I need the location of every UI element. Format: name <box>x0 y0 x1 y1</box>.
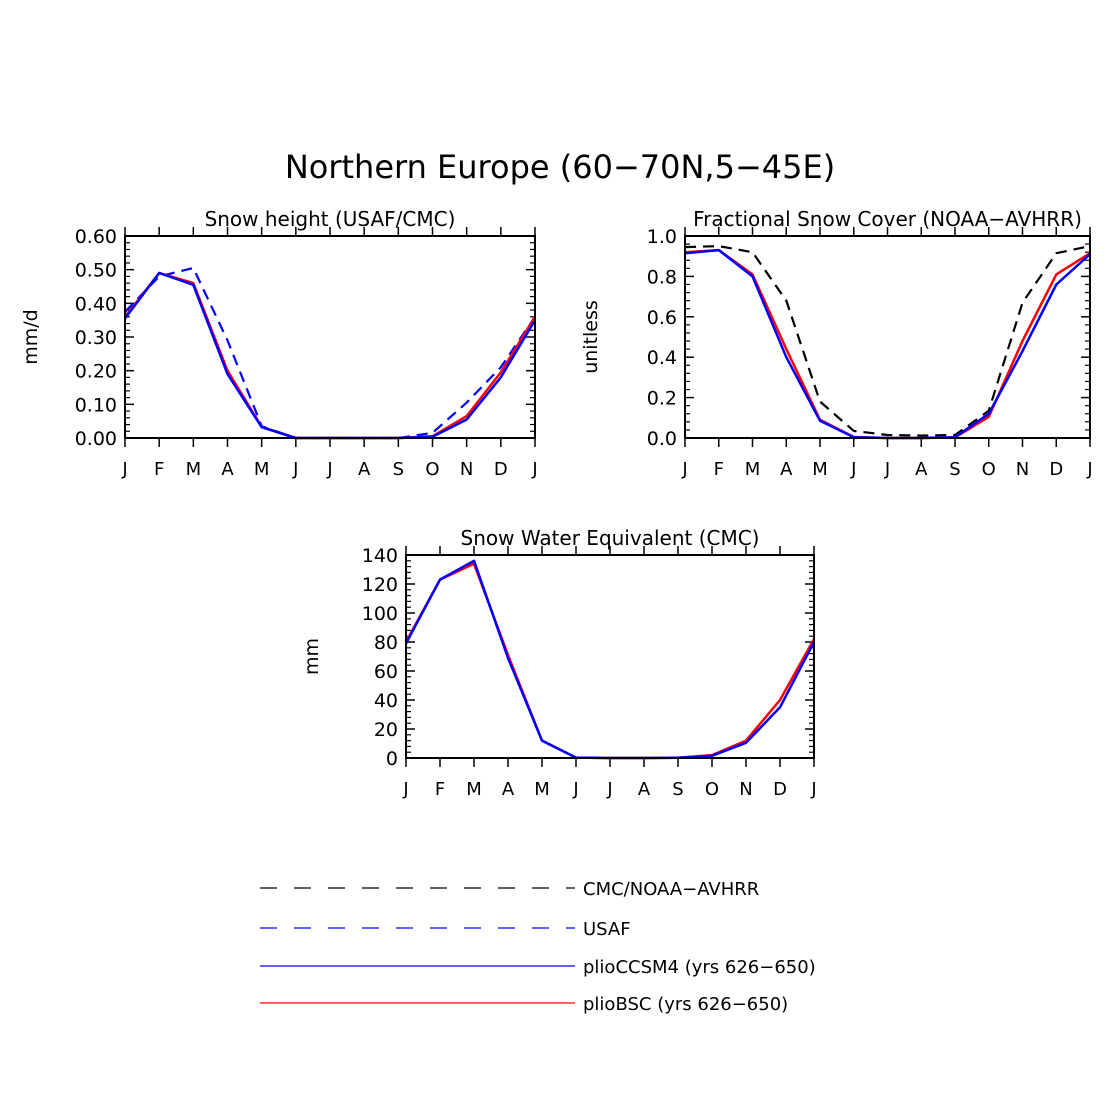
panel-snow-height: Snow height (USAF/CMC)mm/d0.000.100.200.… <box>20 207 538 480</box>
x-tick-label: J <box>572 779 578 800</box>
series-line <box>124 271 537 440</box>
y-axis-label: mm/d <box>20 309 42 364</box>
x-tick-label: J <box>884 459 890 480</box>
y-tick-label: 0.60 <box>75 226 117 248</box>
y-axis-label: unitless <box>580 300 602 374</box>
x-tick-label: F <box>714 459 724 480</box>
y-tick-label: 1.0 <box>647 226 677 248</box>
series-line <box>124 271 537 440</box>
x-tick-label: F <box>435 779 445 800</box>
plot-frame <box>405 554 815 759</box>
x-tick-label: D <box>1049 459 1063 480</box>
y-tick-label: 0.2 <box>647 388 677 410</box>
x-tick-label: N <box>1016 459 1029 480</box>
y-tick-label: 80 <box>374 632 398 654</box>
plot-frame <box>124 235 536 439</box>
series-line <box>684 248 1091 440</box>
y-tick-label: 0.10 <box>75 394 117 416</box>
x-tick-label: O <box>425 459 439 480</box>
y-tick-label: 0.40 <box>75 293 117 315</box>
x-tick-label: M <box>534 779 550 800</box>
x-tick-label: J <box>850 459 856 480</box>
x-tick-label: D <box>773 779 787 800</box>
x-tick-label: A <box>638 779 651 800</box>
x-tick-label: J <box>681 459 687 480</box>
y-tick-label: 60 <box>374 661 398 683</box>
x-tick-label: D <box>494 459 508 480</box>
x-tick-label: M <box>254 459 270 480</box>
legend-label: plioCCSM4 (yrs 626−650) <box>583 957 816 978</box>
y-tick-label: 0.6 <box>647 307 677 329</box>
x-tick-label: M <box>745 459 761 480</box>
series-line <box>404 562 816 760</box>
legend-label: USAF <box>583 919 631 940</box>
x-tick-label: O <box>982 459 996 480</box>
y-tick-label: 0.30 <box>75 327 117 349</box>
y-tick-label: 20 <box>374 719 398 741</box>
x-tick-label: J <box>810 779 816 800</box>
series-line <box>684 248 1091 440</box>
y-tick-label: 0.20 <box>75 361 117 383</box>
x-tick-label: S <box>393 459 404 480</box>
x-tick-label: A <box>221 459 234 480</box>
x-tick-label: F <box>154 459 164 480</box>
series-line <box>684 245 1091 437</box>
y-tick-label: 0.8 <box>647 266 677 288</box>
y-tick-label: 120 <box>362 574 398 596</box>
legend: CMC/NOAA−AVHRR USAF plioCCSM4 (yrs 626−650… <box>260 879 816 1015</box>
x-tick-label: J <box>121 459 127 480</box>
x-tick-label: J <box>402 779 408 800</box>
x-tick-label: O <box>705 779 719 800</box>
x-tick-label: M <box>812 459 828 480</box>
x-tick-label: N <box>739 779 752 800</box>
x-tick-label: A <box>358 459 371 480</box>
x-tick-label: J <box>292 459 298 480</box>
y-tick-label: 140 <box>362 545 398 567</box>
series-line <box>404 559 816 760</box>
legend-label: plioBSC (yrs 626−650) <box>583 994 788 1015</box>
plot-frame <box>684 235 1091 439</box>
y-tick-label: 0 <box>386 748 398 770</box>
y-tick-label: 40 <box>374 690 398 712</box>
y-tick-label: 0.4 <box>647 347 677 369</box>
legend-label: CMC/NOAA−AVHRR <box>583 879 759 900</box>
y-tick-label: 0.50 <box>75 260 117 282</box>
y-tick-label: 0.00 <box>75 428 117 450</box>
x-tick-label: J <box>326 459 332 480</box>
x-tick-label: J <box>606 779 612 800</box>
x-tick-label: N <box>460 459 473 480</box>
x-tick-label: M <box>466 779 482 800</box>
y-tick-label: 0.0 <box>647 428 677 450</box>
y-axis-label: mm <box>301 638 323 675</box>
panel-fractional-snow-cover: Fractional Snow Cover (NOAA−AVHRR)unitle… <box>580 207 1093 480</box>
x-tick-label: S <box>672 779 683 800</box>
x-tick-label: A <box>915 459 928 480</box>
x-tick-label: A <box>780 459 793 480</box>
x-tick-label: S <box>949 459 960 480</box>
figure-title: Northern Europe (60−70N,5−45E) <box>285 148 835 186</box>
x-tick-label: M <box>186 459 202 480</box>
panel-snow-water-equivalent: Snow Water Equivalent (CMC)mm02040608010… <box>301 526 817 800</box>
y-tick-label: 100 <box>362 603 398 625</box>
x-tick-label: A <box>502 779 515 800</box>
x-tick-label: J <box>531 459 537 480</box>
x-tick-label: J <box>1086 459 1092 480</box>
